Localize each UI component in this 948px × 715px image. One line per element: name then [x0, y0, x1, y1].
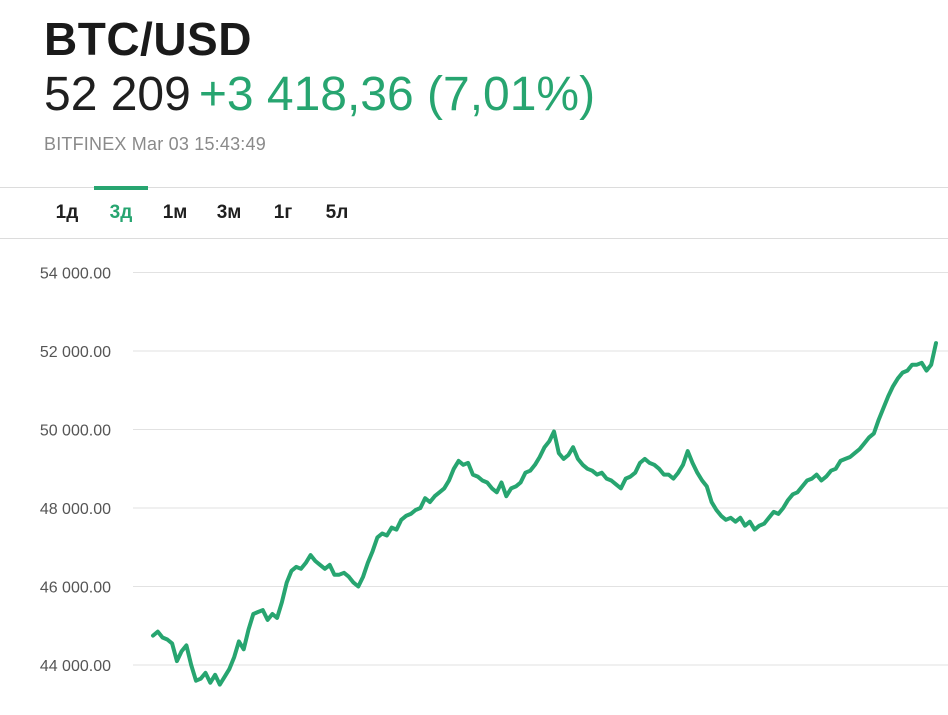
price-chart: 44 000.00 46 000.00 48 000.00 50 000.00 52 0…	[40, 266, 948, 687]
tab-1m[interactable]: 1м	[162, 202, 188, 223]
y-tick-label: 46 000.00	[40, 580, 111, 597]
tab-5y[interactable]: 5л	[325, 202, 349, 223]
y-tick-label: 48 000.00	[40, 501, 111, 518]
tab-3m[interactable]: 3м	[216, 202, 242, 223]
y-tick-label: 52 000.00	[40, 344, 111, 361]
price-series-line	[151, 341, 938, 687]
tabs-top-divider	[0, 187, 948, 188]
period-tabs: 1д 3д 1м 3м 1г 5л	[40, 186, 364, 238]
current-price: 52 209	[44, 68, 191, 121]
y-tick-label: 44 000.00	[40, 658, 111, 675]
quote-header: BTC/USD 52 209 +3 418,36 (7,01%) BITFINEX…	[44, 12, 595, 155]
tabs-bottom-divider	[0, 238, 948, 239]
y-tick-label: 54 000.00	[40, 266, 111, 283]
source-timestamp: BITFINEX Mar 03 15:43:49	[44, 134, 266, 154]
symbol-title: BTC/USD	[44, 13, 252, 65]
tab-1y[interactable]: 1г	[273, 202, 293, 223]
quote-line: 52 209 +3 418,36 (7,01%)	[44, 68, 595, 122]
tab-3d[interactable]: 3д	[94, 186, 148, 238]
tab-1d[interactable]: 1д	[55, 202, 79, 223]
y-tick-label: 50 000.00	[40, 423, 111, 440]
price-change: +3 418,36 (7,01%)	[198, 68, 596, 121]
